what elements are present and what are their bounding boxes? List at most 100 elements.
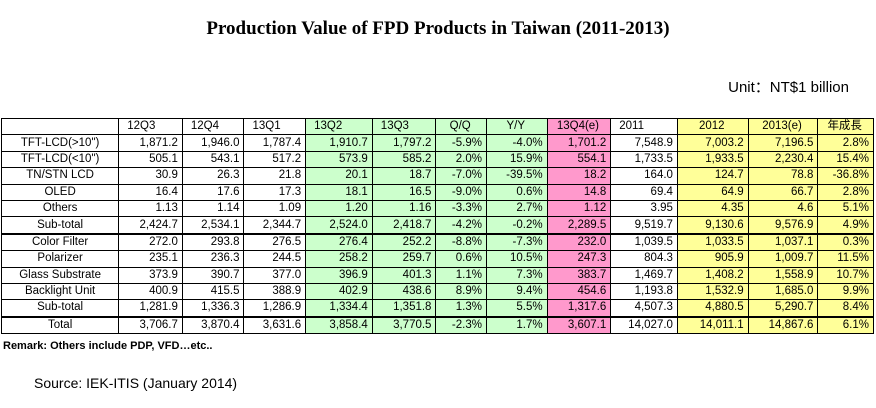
table-cell: 377.0 [243,266,307,284]
table-cell: 390.7 [181,266,245,284]
table-cell: 9,519.7 [610,216,678,235]
table-cell: -8.8% [435,233,487,252]
table-cell: 2,230.4 [747,150,819,169]
table-cell: 3,607.1 [546,316,612,335]
table-cell: 402.9 [305,282,373,301]
table-cell: 258.2 [305,250,373,268]
table-cell: 17.3 [243,183,307,201]
row-label: TFT-LCD(>10") [0,134,120,152]
table-cell: 2.8% [817,183,874,201]
table-cell: 2.7% [485,199,548,218]
table-cell: 804.3 [610,250,678,268]
row-label: Others [0,199,120,218]
table-cell: 7.3% [485,266,548,284]
table-cell: 15.4% [817,150,874,169]
table-cell: 5.5% [485,299,548,318]
table-cell: 16.4 [118,183,183,201]
table-cell: 401.3 [371,266,437,284]
table-cell: 259.7 [371,250,437,268]
table-cell: 10.5% [485,250,548,268]
table-cell: 78.8 [747,167,819,185]
table-cell: 272.0 [118,233,183,252]
table-cell: 4.9% [817,216,874,235]
table-cell: 905.9 [676,250,749,268]
table-cell: 18.1 [305,183,373,201]
table-cell: 2,534.1 [181,216,245,235]
table-cell: 1,685.0 [747,282,819,301]
table-cell: 4.35 [676,199,749,218]
table-cell: 276.5 [243,233,307,252]
table-cell: 373.9 [118,266,183,284]
table-cell: 1.7% [485,316,548,335]
header-cell: 年成長 [817,117,874,136]
table-cell: 7,548.9 [610,134,678,152]
table-cell: 18.2 [546,167,612,185]
table-cell: 1,933.5 [676,150,749,169]
table-cell: -7.3% [485,233,548,252]
table-cell: 26.3 [181,167,245,185]
table-cell: -36.8% [817,167,874,185]
table-cell: 9,130.6 [676,216,749,235]
table-cell: 517.2 [243,150,307,169]
table-cell: 1.16 [371,199,437,218]
table-cell: 383.7 [546,266,612,284]
table-cell: 0.6% [485,183,548,201]
header-cell: Y/Y [485,117,548,136]
table-cell: 7,003.2 [676,134,749,152]
table-cell: 66.7 [747,183,819,201]
table-cell: 7,196.5 [747,134,819,152]
table-row: OLED 16.4 17.6 17.3 18.1 16.5 -9.0% 0.6% 14.8 69.… [0,183,874,201]
table-cell: 293.8 [181,233,245,252]
table-cell: -2.3% [435,316,487,335]
table-cell: 247.3 [546,250,612,268]
table-cell: 1,469.7 [610,266,678,284]
table-cell: 1,797.2 [371,134,437,152]
table-cell: 9,576.9 [747,216,819,235]
table-cell: -0.2% [485,216,548,235]
table-cell: 3,858.4 [305,316,373,335]
row-label: Total [0,316,120,335]
table-cell: -3.3% [435,199,487,218]
table-cell: 554.1 [546,150,612,169]
table-cell: 14,027.0 [610,316,678,335]
table-cell: 21.8 [243,167,307,185]
table-cell: 1,334.4 [305,299,373,318]
header-cell: Q/Q [435,117,487,136]
row-label: Sub-total [0,216,120,235]
table-cell: 388.9 [243,282,307,301]
table-cell: 15.9% [485,150,548,169]
table-cell: 69.4 [610,183,678,201]
header-cell: 13Q4(e) [546,117,612,136]
source-note: Source: IEK-ITIS (January 2014) [34,375,238,391]
row-label: TN/STN LCD [0,167,120,185]
unit-label: Unit：NT$1 billion [728,79,849,96]
table-cell: 164.0 [610,167,678,185]
table-cell: 2.0% [435,150,487,169]
table-cell: 232.0 [546,233,612,252]
table-cell: 1,009.7 [747,250,819,268]
table-cell: 1.3% [435,299,487,318]
table-cell: 3,706.7 [118,316,183,335]
table-cell: 5,290.7 [747,299,819,318]
table-cell: 543.1 [181,150,245,169]
header-cell: 2013(e) [747,117,819,136]
table-cell: 64.9 [676,183,749,201]
table-cell: 235.1 [118,250,183,268]
table-cell: 1,787.4 [243,134,307,152]
header-cell: 13Q2 [305,117,373,136]
table-cell: 14.8 [546,183,612,201]
table-cell: 2,344.7 [243,216,307,235]
table-cell: -4.2% [435,216,487,235]
table-cell: 14,011.1 [676,316,749,335]
row-label: Polarizer [0,250,120,268]
table-cell: 276.4 [305,233,373,252]
table-cell: -5.9% [435,134,487,152]
table-cell: 8.4% [817,299,874,318]
table-cell: 1,733.5 [610,150,678,169]
table-cell: 3,770.5 [371,316,437,335]
row-label: OLED [0,183,120,201]
table-header-row: 12Q3 12Q4 13Q1 13Q2 13Q3 Q/Q Y/Y 13Q4(e)… [0,117,874,136]
table-cell: 5.1% [817,199,874,218]
table-cell: 1,351.8 [371,299,437,318]
table-cell: 1,871.2 [118,134,183,152]
